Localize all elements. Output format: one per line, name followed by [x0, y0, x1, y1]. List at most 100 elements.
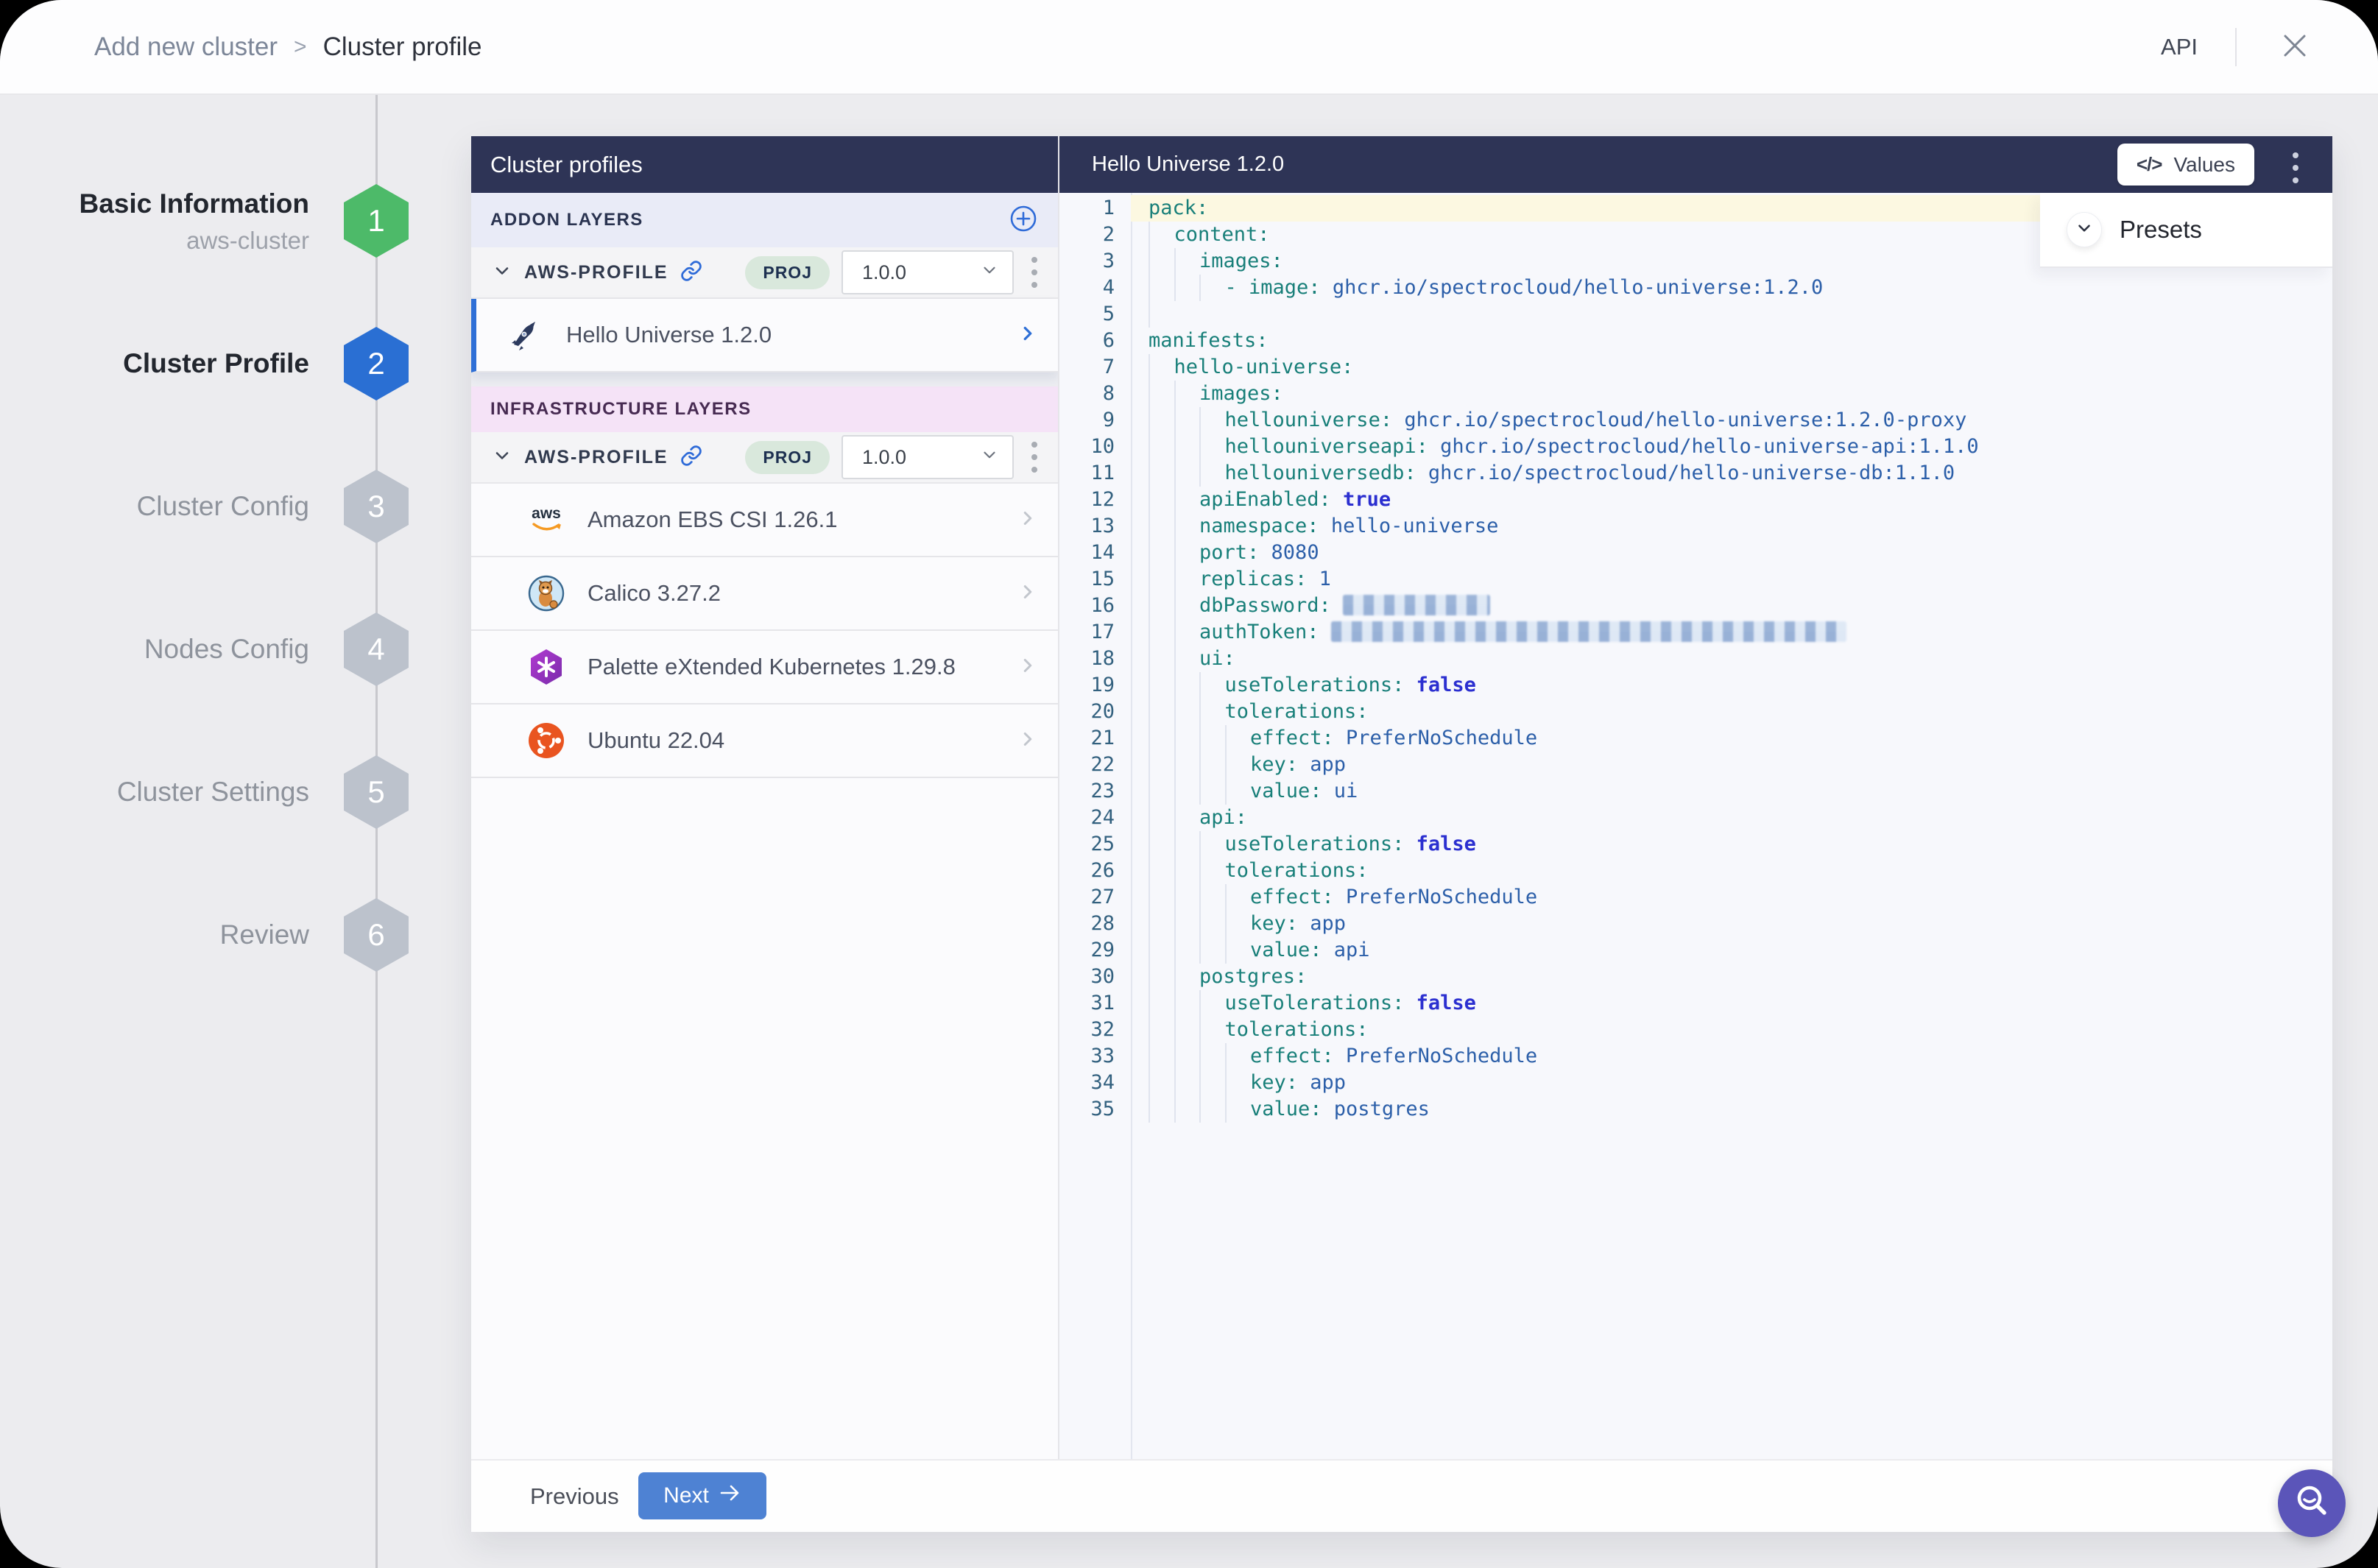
wizard-step-cluster-settings[interactable]: Cluster Settings 5: [0, 755, 442, 829]
wizard-step-basic-information[interactable]: Basic Information aws-cluster 1: [0, 184, 442, 258]
wizard-step-nodes-config[interactable]: Nodes Config 4: [0, 612, 442, 686]
code-line-29: 29 value: api: [1059, 937, 2332, 964]
layer-item-label: Palette eXtended Kubernetes 1.29.8: [588, 654, 956, 679]
step-labels: Cluster Profile: [0, 327, 309, 400]
profile-version-value: 1.0.0: [862, 261, 907, 283]
code-line-10: 10 hellouniverseapi: ghcr.io/spectrocloud…: [1059, 434, 2332, 460]
collapse-chevron-icon[interactable]: [492, 445, 512, 470]
top-bar: Add new cluster > Cluster profile API: [0, 0, 2378, 95]
code-line-18: 18 ui:: [1059, 646, 2332, 672]
api-link[interactable]: API: [2161, 33, 2198, 60]
profile-menu-button[interactable]: [1026, 252, 1043, 292]
code-line-21: 21 effect: PreferNoSchedule: [1059, 725, 2332, 752]
layer-item-amazon-ebs-csi-1-26-1[interactable]: aws Amazon EBS CSI 1.26.1: [471, 484, 1058, 557]
line-number: 7: [1102, 356, 1115, 378]
layer-item-hello-universe-1-2-0[interactable]: Hello Universe 1.2.0: [471, 299, 1058, 372]
code-line-7: 7 hello-universe:: [1059, 354, 2332, 381]
line-number: 11: [1090, 462, 1115, 484]
profile-version-select[interactable]: 1.0.0: [842, 250, 1014, 294]
code-line-15: 15 replicas: 1: [1059, 566, 2332, 593]
step-label: Nodes Config: [144, 633, 309, 664]
code-line-8: 8 images:: [1059, 381, 2332, 407]
code-line-16: 16 dbPassword:: [1059, 593, 2332, 619]
arrow-right-icon: [719, 1483, 741, 1508]
line-number: 35: [1090, 1098, 1115, 1120]
line-number: 28: [1090, 912, 1115, 935]
wizard-step-cluster-config[interactable]: Cluster Config 3: [0, 470, 442, 543]
breadcrumb-parent-link[interactable]: Add new cluster: [94, 32, 278, 61]
line-number: 19: [1090, 674, 1115, 696]
close-button[interactable]: [2273, 26, 2316, 68]
code-line-30: 30 postgres:: [1059, 964, 2332, 990]
scope-badge: PROJ: [745, 255, 830, 289]
addon-profile-row: AWS-PROFILE PROJ 1.0.0: [471, 247, 1058, 299]
next-button[interactable]: Next: [638, 1472, 766, 1519]
chevron-right-gray-icon: [1017, 728, 1039, 754]
step-label: Cluster Settings: [116, 776, 309, 807]
select-chevron-icon: [980, 261, 999, 285]
chevron-right-gray-icon: [1017, 581, 1039, 607]
section-gap: [471, 372, 1058, 386]
yaml-editor[interactable]: 1 pack: 2 content: 3 images: 4- image: ghcr.io…: [1059, 193, 2332, 1461]
presets-label: Presets: [2120, 216, 2202, 243]
line-number: 5: [1102, 303, 1115, 325]
gutter-separator: [1131, 193, 1132, 1461]
layer-item-ubuntu-22-04[interactable]: Ubuntu 22.04: [471, 704, 1058, 778]
layer-item-palette-extended-kubernetes-1-29-8[interactable]: Palette eXtended Kubernetes 1.29.8: [471, 631, 1058, 704]
breadcrumb: Add new cluster > Cluster profile: [94, 0, 481, 93]
profile-menu-button[interactable]: [1026, 437, 1043, 477]
code-line-25: 25 useTolerations: false: [1059, 831, 2332, 858]
code-line-9: 9 hellouniverse: ghcr.io/spectrocloud/hel…: [1059, 407, 2332, 434]
redacted-auth-token: [1330, 621, 1846, 642]
addon-layers-band: ADDON LAYERS: [471, 193, 1058, 247]
line-number: 29: [1090, 939, 1115, 961]
chevron-right-gray-icon: [1017, 654, 1039, 680]
yaml-code: 1 pack: 2 content: 3 images: 4- image: ghcr.io…: [1059, 195, 2332, 1123]
line-number: 27: [1090, 886, 1115, 908]
infra-layers-band: INFRASTRUCTURE LAYERS: [471, 386, 1058, 432]
code-line-14: 14 port: 8080: [1059, 540, 2332, 566]
line-number: 3: [1102, 250, 1115, 272]
editor-title: Hello Universe 1.2.0: [1092, 152, 1285, 176]
wizard-step-review[interactable]: Review 6: [0, 898, 442, 972]
select-chevron-icon: [980, 445, 999, 470]
line-number: 32: [1090, 1018, 1115, 1041]
wizard-step-cluster-profile[interactable]: Cluster Profile 2: [0, 327, 442, 400]
previous-button[interactable]: Previous: [530, 1483, 619, 1509]
chevron-right-blue-icon: [1017, 322, 1039, 348]
code-line-27: 27 effect: PreferNoSchedule: [1059, 884, 2332, 911]
code-line-34: 34 key: app: [1059, 1070, 2332, 1096]
layer-item-calico-3-27-2[interactable]: Calico 3.27.2: [471, 557, 1058, 631]
line-number: 25: [1090, 833, 1115, 855]
presets-toggle[interactable]: [2067, 212, 2102, 247]
line-number: 22: [1090, 753, 1115, 776]
header-divider: [2235, 28, 2237, 66]
values-button-label: Values: [2173, 152, 2235, 176]
profile-name: AWS-PROFILE: [524, 261, 668, 283]
profile-version-select[interactable]: 1.0.0: [842, 435, 1014, 479]
line-number: 34: [1090, 1071, 1115, 1094]
step-labels: Cluster Settings: [0, 755, 309, 829]
step-label: Review: [219, 919, 309, 950]
layer-item-label: Calico 3.27.2: [588, 580, 721, 606]
redacted-db-password: [1343, 595, 1491, 615]
layer-item-label: Hello Universe 1.2.0: [566, 322, 772, 347]
line-number: 15: [1090, 568, 1115, 590]
line-number: 20: [1090, 700, 1115, 723]
editor-menu-button[interactable]: [2287, 148, 2304, 188]
code-line-13: 13 namespace: hello-universe: [1059, 513, 2332, 540]
breadcrumb-separator: >: [294, 34, 307, 59]
values-editor-panel: 1 pack: 2 content: 3 images: 4- image: ghcr.io…: [1058, 136, 2332, 1461]
collapse-chevron-icon[interactable]: [492, 261, 512, 285]
add-layer-button[interactable]: [1008, 205, 1039, 236]
search-beacon-button[interactable]: [2278, 1469, 2346, 1537]
line-number: 13: [1090, 515, 1115, 537]
values-button[interactable]: </> Values: [2117, 144, 2254, 186]
code-line-35: 35 value: postgres: [1059, 1096, 2332, 1123]
page-title: Cluster profile: [322, 32, 482, 61]
profile-version-value: 1.0.0: [862, 445, 907, 468]
code-line-5: 5: [1059, 301, 2332, 328]
line-number: 23: [1090, 780, 1115, 802]
layer-item-label: Amazon EBS CSI 1.26.1: [588, 506, 838, 532]
line-number: 26: [1090, 859, 1115, 882]
